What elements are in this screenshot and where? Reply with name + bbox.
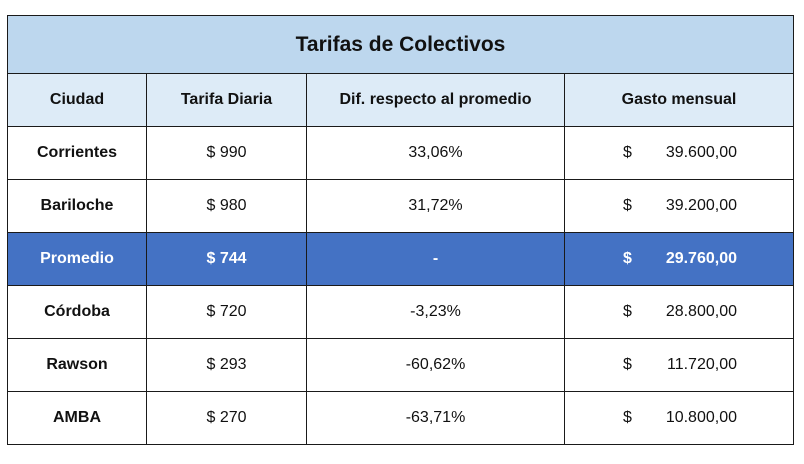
currency-symbol: $ xyxy=(623,409,632,426)
monthly-amount: 39.600,00 xyxy=(665,144,737,161)
city-cell: Corrientes xyxy=(7,126,147,180)
currency-symbol: $ xyxy=(623,356,632,373)
currency-symbol: $ xyxy=(623,144,632,161)
header-diff-average: Dif. respecto al promedio xyxy=(306,73,565,127)
monthly-amount: 28.800,00 xyxy=(665,303,737,320)
header-city: Ciudad xyxy=(7,73,147,127)
title-row: Tarifas de Colectivos xyxy=(7,15,794,74)
monthly-cost-cell: $ 28.800,00 xyxy=(564,285,794,339)
monthly-amount: 29.760,00 xyxy=(665,250,737,267)
diff-cell: - xyxy=(306,232,565,286)
daily-fare-cell: $ 990 xyxy=(146,126,307,180)
city-cell: Promedio xyxy=(7,232,147,286)
table-row-average: Promedio $ 744 - $ 29.760,00 xyxy=(7,232,794,286)
currency-symbol: $ xyxy=(623,303,632,320)
diff-cell: 31,72% xyxy=(306,179,565,233)
monthly-cost-cell: $ 10.800,00 xyxy=(564,391,794,445)
daily-fare-cell: $ 270 xyxy=(146,391,307,445)
diff-cell: -63,71% xyxy=(306,391,565,445)
monthly-amount: 39.200,00 xyxy=(665,197,737,214)
city-cell: Córdoba xyxy=(7,285,147,339)
monthly-amount: 10.800,00 xyxy=(665,409,737,426)
daily-fare-cell: $ 720 xyxy=(146,285,307,339)
table-row: AMBA $ 270 -63,71% $ 10.800,00 xyxy=(7,391,794,445)
city-cell: AMBA xyxy=(7,391,147,445)
daily-fare-cell: $ 980 xyxy=(146,179,307,233)
diff-cell: -3,23% xyxy=(306,285,565,339)
city-cell: Rawson xyxy=(7,338,147,392)
table-row: Rawson $ 293 -60,62% $ 11.720,00 xyxy=(7,338,794,392)
header-daily-fare: Tarifa Diaria xyxy=(146,73,307,127)
header-monthly-cost: Gasto mensual xyxy=(564,73,794,127)
diff-cell: 33,06% xyxy=(306,126,565,180)
city-cell: Bariloche xyxy=(7,179,147,233)
currency-symbol: $ xyxy=(623,250,632,267)
table-title: Tarifas de Colectivos xyxy=(7,15,794,74)
daily-fare-cell: $ 744 xyxy=(146,232,307,286)
monthly-cost-cell: $ 39.600,00 xyxy=(564,126,794,180)
monthly-cost-cell: $ 29.760,00 xyxy=(564,232,794,286)
header-row: Ciudad Tarifa Diaria Dif. respecto al pr… xyxy=(7,73,794,127)
daily-fare-cell: $ 293 xyxy=(146,338,307,392)
fares-table: Tarifas de Colectivos Ciudad Tarifa Diar… xyxy=(7,15,794,445)
table-row: Corrientes $ 990 33,06% $ 39.600,00 xyxy=(7,126,794,180)
monthly-cost-cell: $ 11.720,00 xyxy=(564,338,794,392)
monthly-cost-cell: $ 39.200,00 xyxy=(564,179,794,233)
table-row: Bariloche $ 980 31,72% $ 39.200,00 xyxy=(7,179,794,233)
monthly-amount: 11.720,00 xyxy=(667,356,737,373)
diff-cell: -60,62% xyxy=(306,338,565,392)
currency-symbol: $ xyxy=(623,197,632,214)
table-row: Córdoba $ 720 -3,23% $ 28.800,00 xyxy=(7,285,794,339)
